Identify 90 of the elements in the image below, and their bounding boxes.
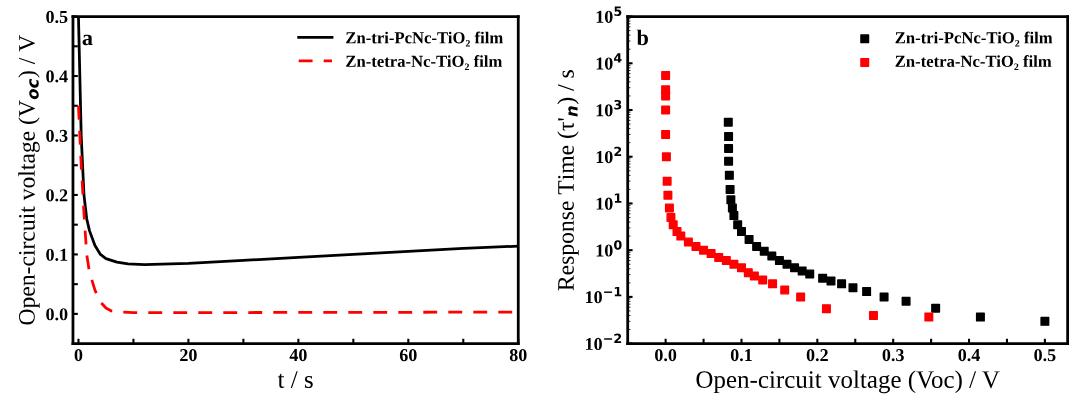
point xyxy=(752,241,762,251)
legend-label: Zn-tri-PcNc-TiO₂ film xyxy=(895,31,1053,47)
point xyxy=(924,312,934,322)
point xyxy=(727,203,737,213)
point xyxy=(664,203,674,213)
x-axis-title: t / s xyxy=(277,371,313,388)
y-tick-label: 10$^{1}$ xyxy=(596,193,622,210)
point xyxy=(826,276,836,286)
y-tick-label: 0.5 xyxy=(46,10,68,24)
point xyxy=(661,105,671,115)
point xyxy=(723,117,733,127)
point xyxy=(780,285,790,295)
point xyxy=(724,144,734,154)
y-tick-label: 0.1 xyxy=(46,248,68,261)
y-axis-title: Response Time (τ'$_{n}$) / s xyxy=(557,70,579,291)
annotation: a xyxy=(82,34,93,46)
point xyxy=(821,304,831,314)
point xyxy=(805,269,815,279)
point xyxy=(767,251,777,261)
point xyxy=(691,241,701,251)
point xyxy=(661,152,671,162)
x-tick-label: 0.0 xyxy=(655,349,677,362)
y-tick-label: 0.2 xyxy=(46,189,68,202)
point xyxy=(661,129,671,139)
x-tick-label: 40 xyxy=(289,349,307,362)
legend-label: Zn-tetra-Nc-TiO₂ film xyxy=(346,55,503,71)
point xyxy=(736,227,746,237)
point xyxy=(774,256,784,266)
y-tick-label: 10$^{−2}$ xyxy=(586,333,622,351)
point xyxy=(848,283,858,293)
point xyxy=(661,70,671,80)
annotation: b xyxy=(636,29,648,46)
point xyxy=(768,279,778,289)
x-tick-label: 0.4 xyxy=(958,349,980,362)
point xyxy=(724,132,734,142)
x-tick-label: 0.2 xyxy=(806,349,828,362)
y-tick-label: 10$^{3}$ xyxy=(596,99,622,117)
point xyxy=(759,246,769,256)
point xyxy=(721,256,731,266)
point xyxy=(661,91,671,101)
point xyxy=(1040,316,1050,326)
point xyxy=(879,292,889,302)
point xyxy=(744,234,754,244)
point xyxy=(726,195,736,205)
point xyxy=(749,271,759,281)
point xyxy=(725,184,735,194)
point xyxy=(729,259,739,269)
y-tick-label: 0.3 xyxy=(46,129,68,143)
point xyxy=(837,279,847,289)
x-tick-label: 60 xyxy=(399,349,417,362)
x-tick-label: 0.3 xyxy=(882,349,904,362)
y-tick-label: 10$^{4}$ xyxy=(596,53,622,70)
point xyxy=(862,287,872,297)
point xyxy=(699,245,709,255)
x-tick-label: 20 xyxy=(180,349,197,362)
y-tick-label: 10$^{0}$ xyxy=(596,240,622,257)
point xyxy=(868,310,878,320)
point xyxy=(818,273,828,283)
legend-label: Zn-tri-PcNc-TiO₂ film xyxy=(346,31,503,47)
point xyxy=(975,312,985,322)
point xyxy=(683,237,693,247)
x-tick-label: 0.1 xyxy=(730,349,752,362)
point xyxy=(931,303,941,313)
point xyxy=(758,275,768,285)
y-axis-title: Open-circuit voltage (V$_{oc}$) / V xyxy=(18,34,40,325)
x-axis-title: Open-circuit voltage (Voc) / V xyxy=(696,370,1000,394)
point xyxy=(729,211,739,221)
point xyxy=(790,263,800,273)
y-tick-label: 0.0 xyxy=(46,308,68,321)
point xyxy=(662,176,672,186)
y-tick-label: 10$^{5}$ xyxy=(596,6,622,23)
y-tick-label: 10$^{−1}$ xyxy=(586,286,622,304)
point xyxy=(676,231,686,241)
point xyxy=(796,292,806,302)
legend-label: Zn-tetra-Nc-TiO₂ film xyxy=(895,55,1052,71)
point xyxy=(714,252,724,262)
point xyxy=(668,220,678,230)
point xyxy=(901,296,911,306)
point xyxy=(706,248,716,258)
y-tick-label: 0.4 xyxy=(46,70,68,83)
point xyxy=(733,220,743,230)
y-tick-label: 10$^{2}$ xyxy=(596,146,622,164)
point xyxy=(782,259,792,269)
point xyxy=(724,156,734,166)
x-tick-label: 0.5 xyxy=(1034,349,1056,362)
point xyxy=(724,170,734,180)
x-tick-label: 0 xyxy=(74,349,83,362)
point xyxy=(663,190,673,200)
point xyxy=(736,263,746,273)
x-tick-label: 80 xyxy=(509,349,527,362)
